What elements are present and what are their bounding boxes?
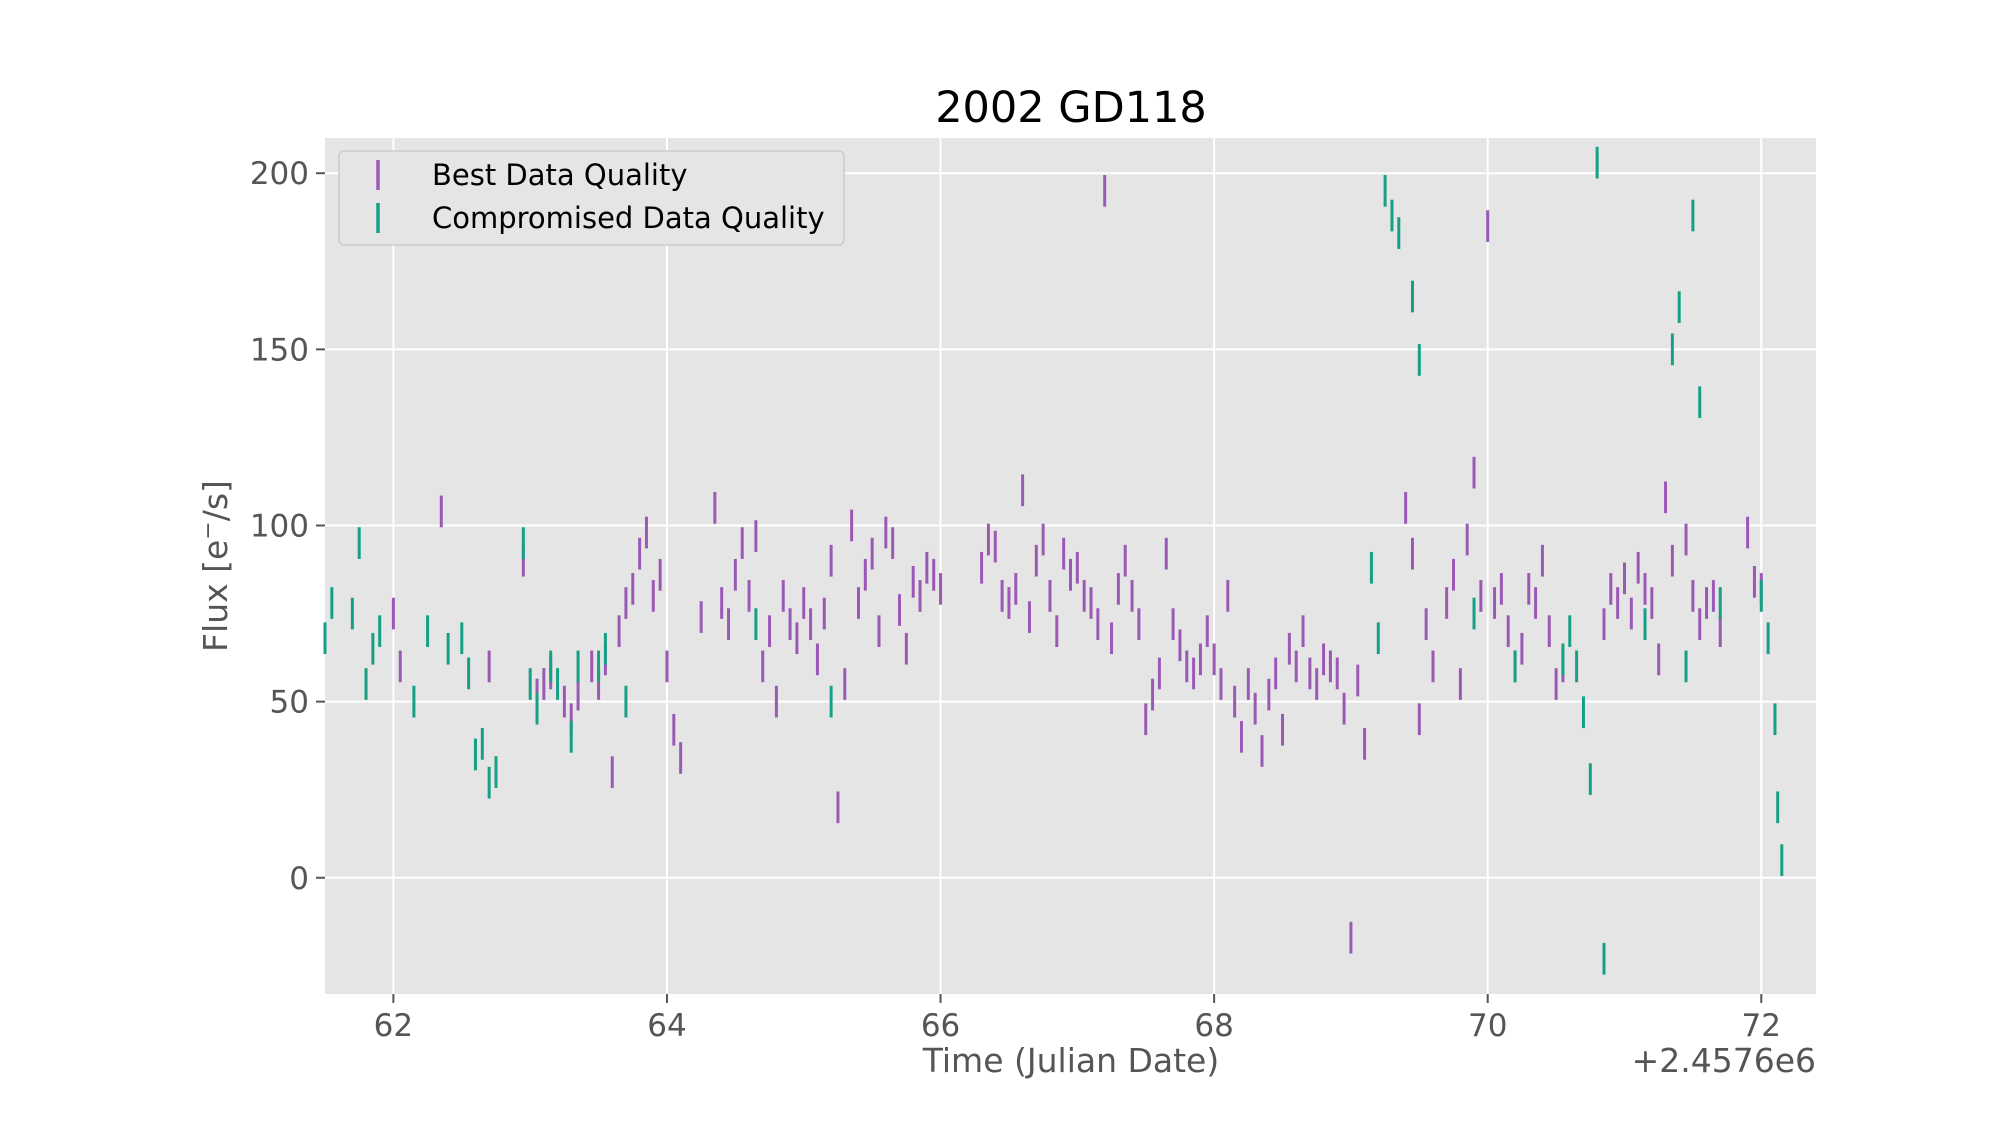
- y-tick-label: 0: [289, 861, 309, 897]
- data-points: [323, 146, 1784, 975]
- x-tick-label: 68: [1194, 1008, 1233, 1044]
- legend-label-best: Best Data Quality: [432, 158, 688, 192]
- y-tick-label: 150: [250, 332, 309, 368]
- x-tick-label: 64: [647, 1008, 686, 1044]
- x-axis-offset-label: +2.4576e6: [1632, 1041, 1816, 1080]
- y-axis-label-superscript: −: [196, 521, 221, 539]
- y-tick-label: 200: [250, 156, 309, 192]
- x-tick-label: 66: [921, 1008, 960, 1044]
- x-axis-label: Time (Julian Date): [922, 1041, 1219, 1080]
- y-axis-ticks: 0 50 100 150 200: [250, 156, 325, 897]
- chart-title: 2002 GD118: [935, 83, 1207, 133]
- grid-lines: [325, 138, 1816, 994]
- legend: Best Data Quality Compromised Data Quali…: [338, 150, 845, 246]
- x-tick-label: 62: [374, 1008, 413, 1044]
- x-tick-label: 72: [1742, 1008, 1781, 1044]
- y-axis-label-unit: /s]: [196, 480, 235, 521]
- legend-box: [338, 150, 845, 246]
- y-axis-label: Flux [e−/s]: [196, 480, 235, 652]
- x-axis-ticks: 62 64 66 68 70 72: [374, 994, 1781, 1044]
- series-compromised-quality: [323, 146, 1784, 975]
- y-tick-label: 100: [250, 508, 309, 544]
- y-axis-label-main: Flux [e: [196, 540, 235, 652]
- y-tick-label: 50: [270, 685, 309, 721]
- x-tick-label: 70: [1468, 1008, 1507, 1044]
- legend-label-compromised: Compromised Data Quality: [432, 201, 825, 235]
